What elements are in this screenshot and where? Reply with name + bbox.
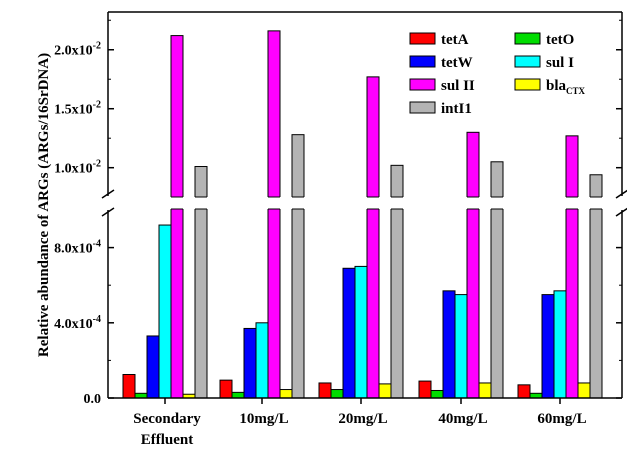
legend-swatch-teta [409,32,436,45]
bar-tetw-0 [146,335,160,399]
legend-swatch-teto [514,32,541,45]
legend-label-bla: blaCTX [546,78,586,96]
y-axis-label: Relative abundance of ARGs (ARGs/16SrDNA… [36,53,52,357]
x-category-label: 40mg/L [438,411,487,427]
bar-suli-4 [553,290,567,399]
legend-swatch-tetw [409,55,436,68]
legend-swatch-bla [514,78,541,91]
y-tick-label-lower: 4.0x10-4 [54,314,101,332]
bar-break-gap [490,197,504,209]
bar-bla-1 [279,389,293,399]
bar-break-gap [589,197,603,209]
x-category-label: 60mg/L [537,411,586,427]
legend-label-teta: tetA [441,32,469,48]
bar-teta-0 [122,374,136,399]
bar-break-gap [466,197,480,209]
legend-label-tetw: tetW [441,55,473,71]
y-tick-label-lower: 0.0 [84,392,102,407]
axis-break-mark-right [615,189,627,199]
bar-tetw-3 [442,290,456,399]
bar-break-gap [267,197,281,209]
bar-bla-2 [378,383,392,399]
legend-swatch-sulii [409,78,436,91]
bar-tetw-4 [541,294,555,399]
bar-suli-3 [454,294,468,399]
bar-teta-3 [418,380,432,399]
axis-break-mark-left [101,189,115,199]
x-category-label: 10mg/L [239,411,288,427]
y-tick-label-lower: 8.0x10-4 [54,239,101,257]
legend-label-inti1: intI1 [441,101,472,117]
y-tick-label-upper: 1.0x10-2 [54,159,101,177]
bar-teto-2 [330,389,344,399]
bar-break-gap [565,197,579,209]
bar-sulii-4 [565,135,579,399]
y-tick-label-upper: 2.0x10-2 [54,41,101,59]
bar-sulii-1 [267,30,281,399]
bar-sulii-3 [466,131,480,399]
bar-teto-1 [231,391,245,399]
bar-tetw-2 [342,267,356,399]
x-category-label: Secondary [133,411,201,427]
legend-swatch-suli [514,55,541,68]
legend-label-sulii: sul II [441,78,475,94]
x-category-label: Effluent [141,432,194,448]
bar-suli-1 [255,322,269,399]
axis-break-mark-right [615,207,627,217]
bar-suli-0 [158,224,172,399]
bar-teta-4 [517,384,531,399]
bar-bla-4 [577,382,591,399]
bar-bla-3 [478,382,492,399]
bar-tetw-1 [243,327,257,399]
bar-break-gap [390,197,404,209]
legend-label-teto: tetO [546,32,574,48]
bar-teto-3 [430,389,444,399]
x-category-label: 20mg/L [338,411,387,427]
bar-break-gap [194,197,208,209]
bar-teta-1 [219,379,233,399]
bar-teta-2 [318,382,332,399]
bar-sulii-2 [366,76,380,399]
bar-break-gap [170,197,184,209]
legend-swatch-inti1 [409,101,436,114]
bar-sulii-0 [170,35,184,399]
y-tick-label-upper: 1.5x10-2 [54,100,101,118]
bar-inti1-1 [291,134,305,399]
bar-suli-2 [354,265,368,399]
bar-break-gap [291,197,305,209]
axis-break-mark-left [101,207,115,217]
legend-label-suli: sul I [546,55,574,71]
bar-break-gap [366,197,380,209]
